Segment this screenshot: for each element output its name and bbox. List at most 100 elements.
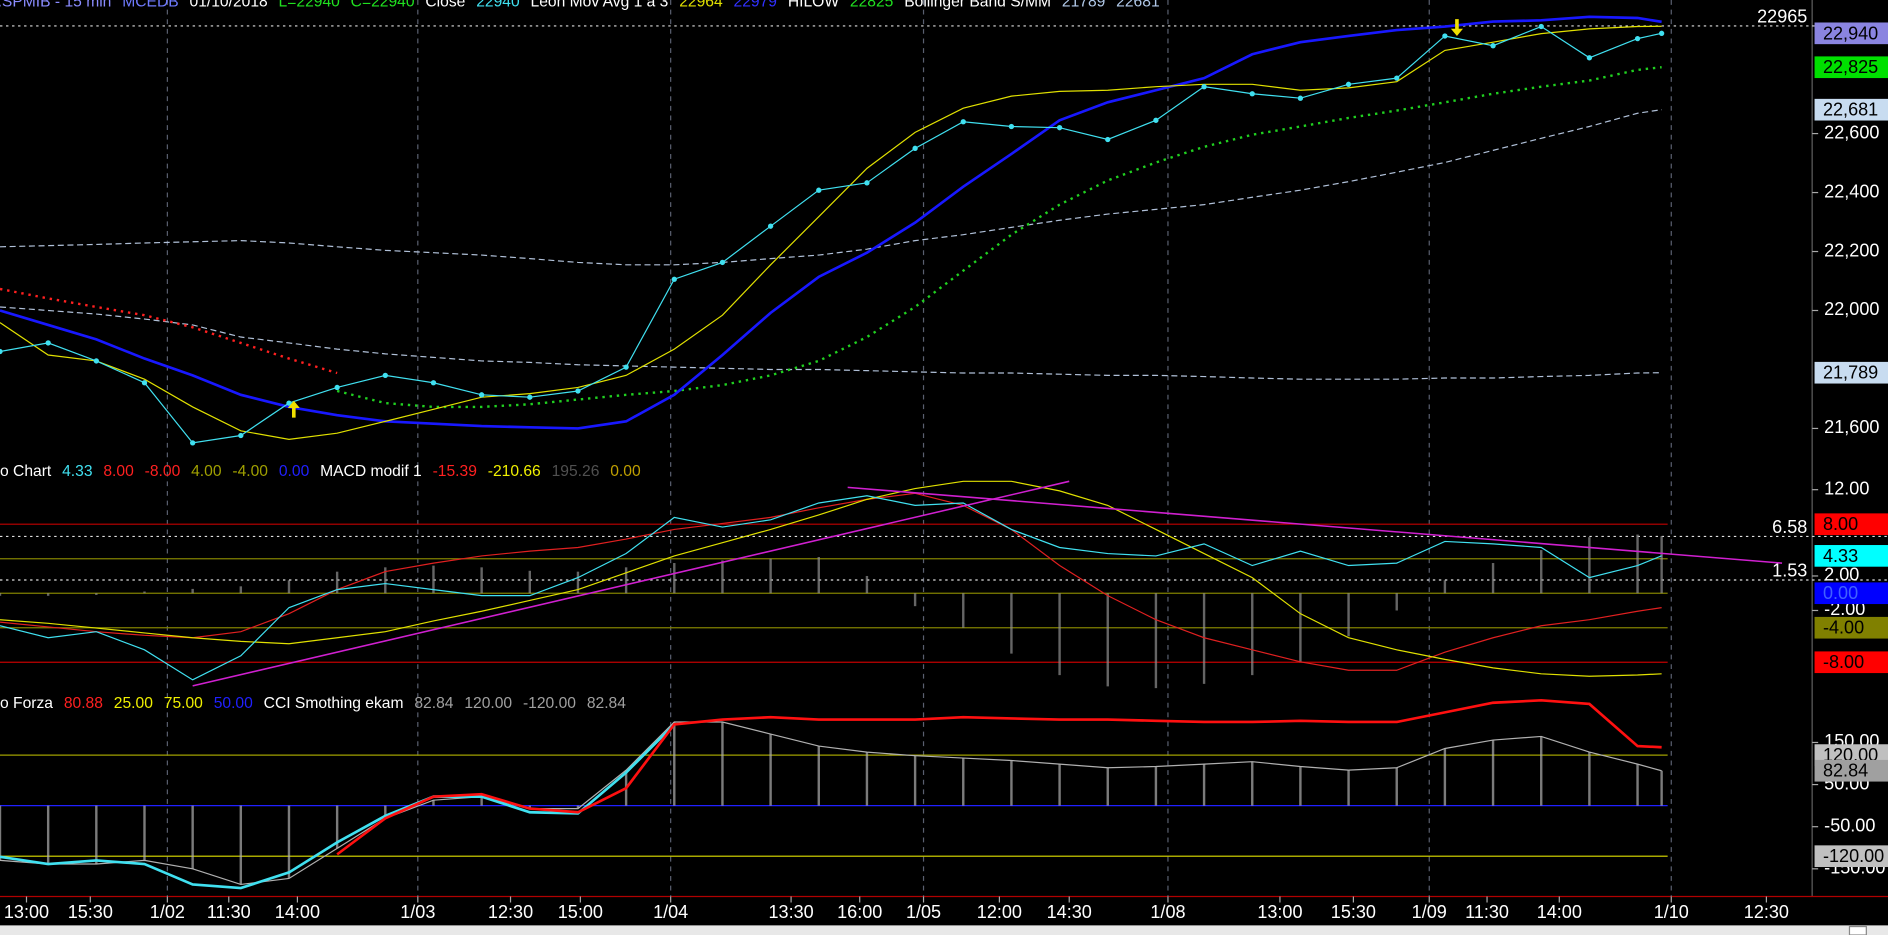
trendline [192, 480, 1070, 687]
reference-label: 6.58 [1772, 517, 1807, 537]
data-point [141, 380, 148, 386]
header-item: C=22940 [351, 0, 415, 11]
data-point [93, 358, 99, 364]
data-point [1634, 35, 1641, 42]
data-point [1297, 95, 1304, 101]
data-point [382, 372, 388, 379]
header-item: o Chart [0, 463, 52, 480]
y-tick-label: 22,200 [1824, 240, 1879, 260]
data-point [1442, 33, 1448, 39]
price-box-label: 22,681 [1823, 100, 1878, 120]
y-tick-label: 22,600 [1824, 122, 1879, 142]
price-box-label: 21,789 [1823, 363, 1878, 383]
header-item: 21789 [1062, 0, 1105, 11]
data-point [334, 384, 340, 391]
price-box [1814, 513, 1888, 536]
price-box-label: -120.00 [1823, 846, 1884, 866]
y-tick-label: 12.00 [1824, 478, 1869, 498]
x-tick-label: 1/08 [1150, 902, 1185, 922]
data-point [0, 348, 3, 355]
x-tick-label: 1/05 [906, 902, 941, 922]
header-item: -120.00 [523, 695, 576, 712]
header-item: 0.00 [610, 463, 641, 480]
price-box [1814, 22, 1888, 45]
data-point [816, 187, 822, 193]
scrollbar [0, 925, 1888, 935]
header-item: 8.00 [103, 463, 134, 480]
series-line [0, 306, 1662, 380]
data-point [912, 145, 918, 151]
series-line [0, 15, 1662, 430]
data-point [1538, 23, 1544, 30]
x-tick-label: 11:30 [1465, 902, 1509, 922]
x-tick-label: 13:00 [4, 902, 49, 922]
header-item: Close [425, 0, 465, 11]
data-point [1345, 81, 1352, 87]
data-point [478, 392, 485, 398]
price-box-label: 22,825 [1823, 57, 1878, 77]
header-item: 4.33 [62, 463, 92, 480]
x-tick-label: 12:30 [1744, 902, 1789, 922]
x-tick-label: 15:00 [558, 902, 603, 922]
price-box [1814, 845, 1888, 868]
x-tick-label: 1/04 [653, 902, 688, 922]
header-item: L=22940 [279, 0, 341, 11]
x-tick-label: 1/02 [150, 902, 185, 922]
header-item: 22964 [679, 0, 723, 11]
header-item: .SPMIB - 15 min [0, 0, 111, 11]
price-box [1814, 98, 1888, 121]
x-tick-label: 15:30 [68, 902, 113, 922]
signal-arrow [1450, 19, 1463, 36]
data-point [286, 400, 292, 406]
header-item: CCI Smothing ekam [264, 695, 404, 712]
price-box [1814, 361, 1888, 384]
data-point [238, 432, 244, 439]
data-point [190, 440, 196, 446]
data-point [1658, 30, 1665, 36]
price-box [1814, 651, 1888, 674]
series-line [336, 699, 1662, 856]
header-item: HILOW [788, 0, 839, 11]
price-box-label: -8.00 [1823, 652, 1864, 672]
data-point [430, 380, 437, 386]
header-item: 22825 [850, 0, 894, 11]
data-point [719, 259, 726, 266]
header-item: 01/10/2018 [190, 0, 269, 11]
header-item: 22681 [1116, 0, 1159, 11]
header-item: Bollinger Band S/MM [904, 0, 1051, 11]
series-line [0, 721, 1662, 886]
x-tick-label: 12:30 [488, 902, 533, 922]
header-item: -8.00 [145, 463, 181, 480]
series-line [336, 66, 1662, 409]
header-item: 50.00 [214, 695, 253, 712]
price-box-label: 0.00 [1823, 583, 1858, 603]
y-tick-label: 21,600 [1824, 417, 1879, 437]
data-point [623, 364, 629, 370]
x-tick-label: 16:00 [837, 902, 882, 922]
y-tick-label: 22,400 [1824, 181, 1879, 201]
data-point [45, 340, 51, 346]
x-tick-label: 15:30 [1331, 902, 1376, 922]
series-line [0, 495, 1662, 681]
scroll-thumb[interactable] [1848, 925, 1867, 935]
x-tick-label: 14:00 [275, 902, 320, 922]
data-point [1249, 91, 1255, 97]
header-item: 82.84 [587, 695, 626, 712]
data-point [767, 223, 774, 229]
data-point [1153, 117, 1159, 123]
x-tick-label: 14:30 [1047, 902, 1092, 922]
price-box [1814, 56, 1888, 79]
data-point [1008, 123, 1015, 130]
trendline [847, 486, 1783, 564]
header-item: 4.00 [191, 463, 222, 480]
x-tick-label: 13:00 [1257, 902, 1302, 922]
header-item: 120.00 [464, 695, 512, 712]
series-line [0, 25, 1662, 444]
signal-arrow [287, 400, 300, 418]
x-tick-label: 13:30 [768, 902, 813, 922]
price-box-label: 82.84 [1823, 761, 1868, 781]
price-box-label: 4.33 [1823, 546, 1858, 566]
price-box-label: 22,940 [1823, 23, 1878, 43]
header-item: 25.00 [114, 695, 153, 712]
